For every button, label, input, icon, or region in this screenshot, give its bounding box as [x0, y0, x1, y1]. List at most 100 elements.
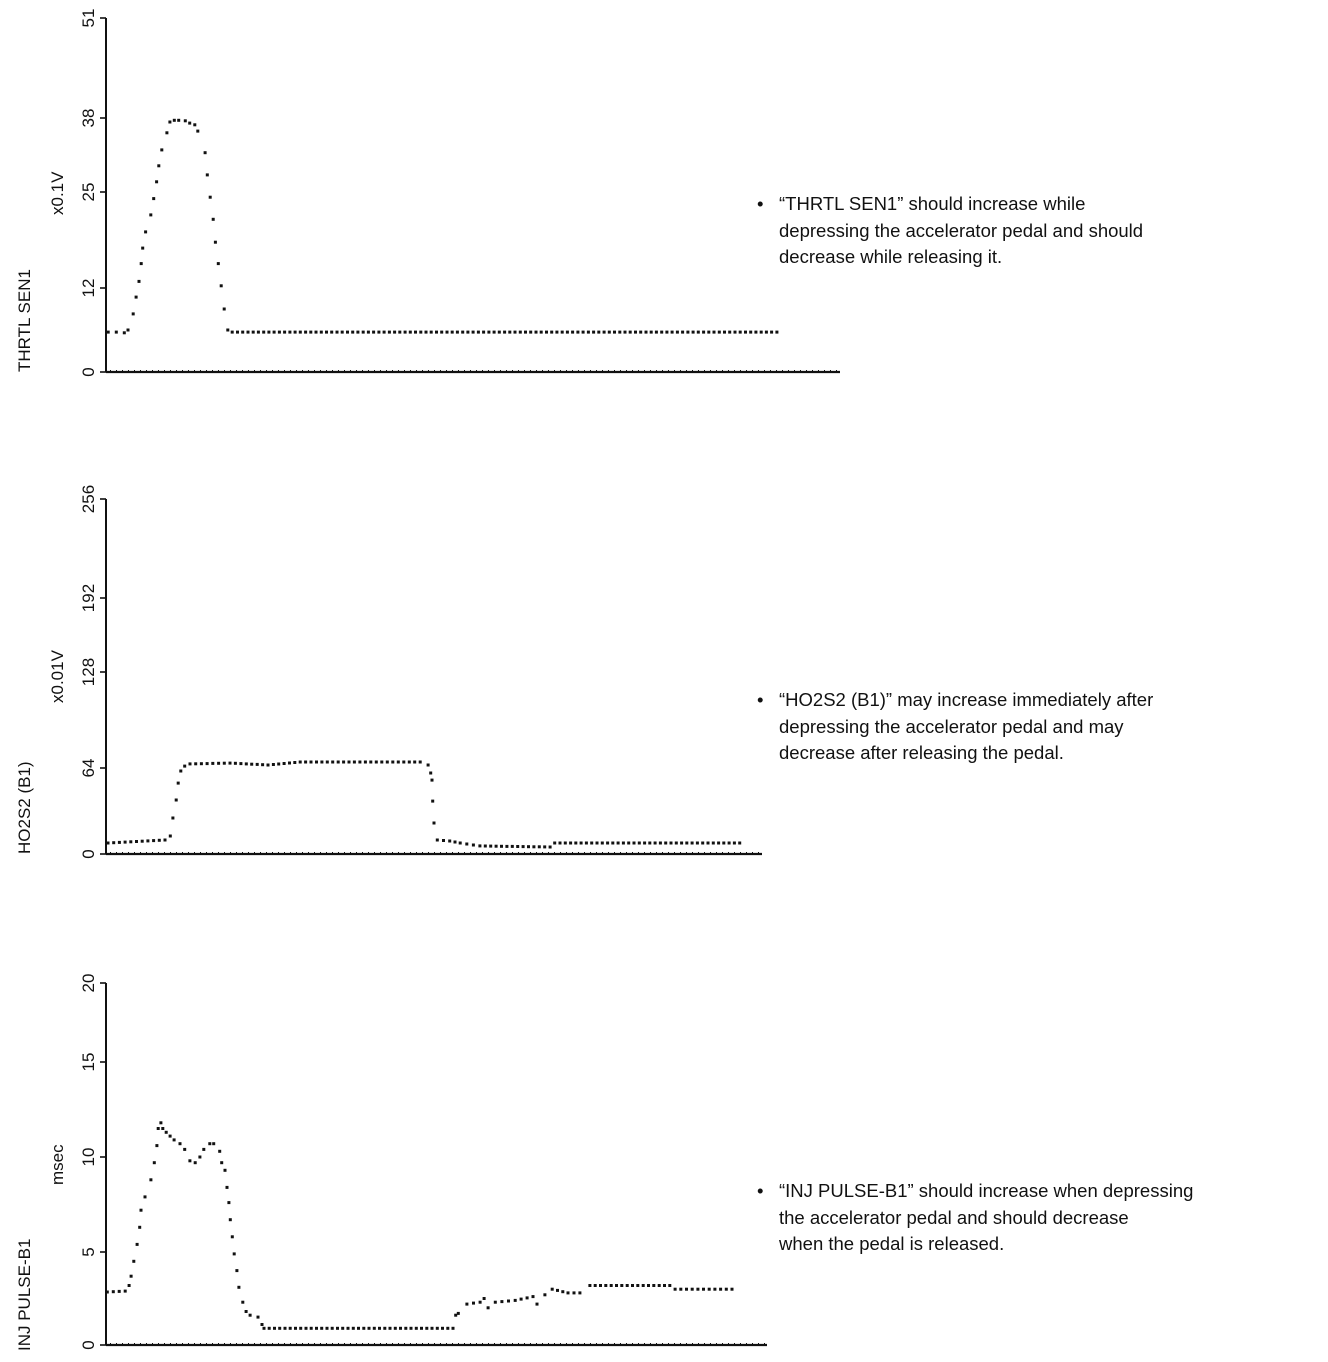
x-axis-minor-tick [440, 852, 441, 853]
data-point [534, 330, 538, 334]
x-axis-minor-tick [638, 1343, 639, 1344]
x-axis-minor-tick [236, 370, 237, 371]
x-axis-minor-tick [128, 370, 129, 371]
data-point [597, 330, 601, 334]
x-axis-minor-tick [284, 852, 285, 853]
x-axis-minor-tick [500, 852, 501, 853]
x-axis-minor-tick [380, 1343, 381, 1344]
x-axis-minor-tick [704, 370, 705, 371]
data-point [466, 330, 470, 334]
x-axis-minor-tick [620, 852, 621, 853]
x-axis-minor-tick [818, 370, 819, 371]
data-point [451, 1326, 455, 1330]
data-point [241, 1300, 245, 1304]
data-point [543, 1293, 547, 1297]
x-axis-minor-tick [500, 1343, 501, 1344]
x-axis-minor-tick [110, 852, 111, 853]
data-point [369, 760, 373, 764]
data-point [188, 121, 192, 125]
data-point [505, 844, 509, 848]
x-axis-minor-tick [350, 852, 351, 853]
data-point [561, 1290, 565, 1294]
data-point [602, 330, 606, 334]
x-axis-minor-tick [212, 852, 213, 853]
data-point [372, 330, 376, 334]
x-axis-minor-tick [698, 1343, 699, 1344]
data-point [632, 841, 636, 845]
data-point [149, 1178, 153, 1182]
x-axis-minor-tick [338, 852, 339, 853]
x-axis-minor-tick [680, 1343, 681, 1344]
x-axis-minor-tick [518, 1343, 519, 1344]
data-point [278, 1326, 282, 1330]
x-axis-minor-tick [152, 370, 153, 371]
x-axis-minor-tick [668, 370, 669, 371]
x-axis-minor-tick [650, 852, 651, 853]
data-points [106, 760, 759, 853]
data-point [670, 330, 674, 334]
data-point [680, 841, 684, 845]
data-point [346, 1326, 350, 1330]
x-axis-minor-tick [290, 852, 291, 853]
data-point [432, 821, 436, 825]
data-point [706, 841, 710, 845]
data-point [183, 764, 187, 768]
data-point [244, 762, 248, 766]
data-point [738, 841, 742, 845]
data-point [531, 1295, 535, 1299]
x-axis-minor-tick [482, 370, 483, 371]
x-axis-minor-tick [242, 852, 243, 853]
data-point [733, 330, 737, 334]
x-axis-minor-tick [284, 1343, 285, 1344]
x-axis-minor-tick [308, 1343, 309, 1344]
data-point [572, 1291, 576, 1295]
x-axis-minor-tick [296, 852, 297, 853]
x-axis-minor-tick [176, 852, 177, 853]
data-point [159, 1121, 163, 1125]
x-axis-minor-tick [398, 370, 399, 371]
x-axis-minor-tick [752, 370, 753, 371]
data-point [631, 1284, 634, 1287]
data-point [618, 330, 622, 334]
x-axis-minor-tick [278, 852, 279, 853]
x-axis-minor-tick [344, 370, 345, 371]
data-point [225, 1185, 229, 1189]
x-axis-minor-tick [560, 1343, 561, 1344]
data-point [399, 1326, 402, 1330]
x-axis-minor-tick [692, 370, 693, 371]
data-point [625, 1284, 629, 1287]
y-tick-label: 64 [79, 759, 98, 778]
data-point [179, 769, 183, 773]
x-axis-minor-tick [158, 852, 159, 853]
note-text: “INJ PULSE-B1” should increase when depr… [779, 1180, 1194, 1254]
data-point [550, 330, 554, 334]
x-axis-minor-tick [614, 370, 615, 371]
x-axis-minor-tick [542, 370, 543, 371]
x-axis-minor-tick [638, 852, 639, 853]
x-axis-minor-tick [602, 852, 603, 853]
data-point [235, 1269, 239, 1273]
data-point [129, 1274, 133, 1278]
x-axis-minor-tick [416, 1343, 417, 1344]
x-axis-minor-tick [374, 1343, 375, 1344]
data-point [250, 762, 254, 766]
x-axis-minor-tick [464, 852, 465, 853]
x-axis-minor-tick [146, 1343, 147, 1344]
x-axis-minor-tick [728, 852, 729, 853]
data-point [222, 307, 226, 311]
data-point [262, 330, 266, 334]
x-axis-minor-tick [458, 852, 459, 853]
x-axis-minor-tick [590, 370, 591, 371]
x-axis-minor-tick [182, 1343, 183, 1344]
data-point [494, 844, 498, 848]
data-point [665, 330, 669, 334]
x-axis-minor-tick [326, 1343, 327, 1344]
x-axis-minor-tick [758, 370, 759, 371]
x-axis-minor-tick [164, 370, 165, 371]
data-point [408, 330, 412, 334]
x-axis-minor-tick [404, 852, 405, 853]
data-point [609, 1284, 613, 1287]
x-axis-minor-tick [482, 852, 483, 853]
x-axis-minor-tick [392, 1343, 393, 1344]
data-point [543, 845, 547, 849]
